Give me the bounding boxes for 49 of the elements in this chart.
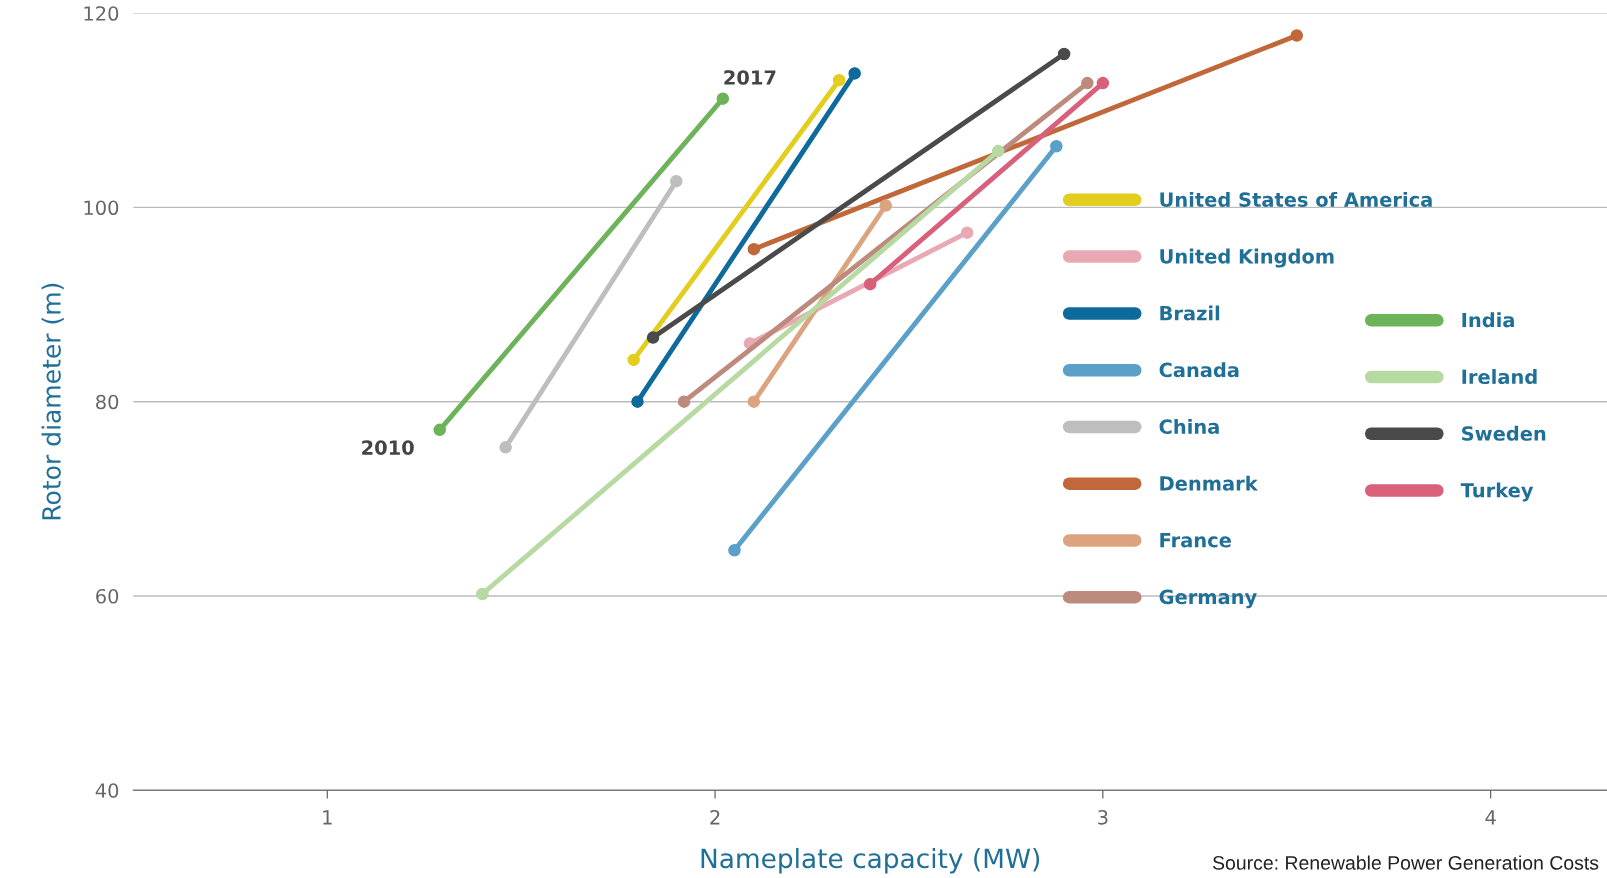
x-tick-label: 1 bbox=[323, 810, 332, 825]
legend-label: France bbox=[1160, 533, 1231, 548]
point bbox=[476, 587, 489, 601]
legend-label: Ireland bbox=[1462, 369, 1537, 385]
point bbox=[728, 544, 741, 557]
legend-label: India bbox=[1462, 312, 1514, 328]
point bbox=[1050, 139, 1063, 153]
point bbox=[747, 395, 761, 408]
x-tick-label: 4 bbox=[1485, 810, 1496, 825]
point bbox=[863, 277, 877, 291]
point bbox=[631, 395, 644, 408]
point bbox=[1096, 76, 1110, 90]
source-note: Source: Renewable Power Generation Costs bbox=[1212, 855, 1599, 870]
y-axis-title: Rotor diameter (m) bbox=[41, 283, 64, 520]
point bbox=[879, 199, 892, 212]
legend-label: United Kingdom bbox=[1160, 248, 1334, 268]
x-tick-label: 2 bbox=[710, 809, 720, 825]
point bbox=[1081, 76, 1094, 90]
x-axis-title: Nameplate capacity (MW) bbox=[701, 847, 1040, 874]
point bbox=[646, 331, 660, 344]
annotation: 2010 bbox=[362, 440, 414, 455]
y-tick-label: 100 bbox=[84, 200, 119, 216]
point bbox=[1290, 29, 1304, 42]
y-tick-label: 120 bbox=[84, 6, 119, 21]
point bbox=[499, 441, 512, 454]
point bbox=[677, 395, 691, 408]
point bbox=[960, 226, 974, 239]
legend-label: Turkey bbox=[1460, 482, 1534, 502]
point bbox=[627, 353, 640, 367]
y-tick-label: 80 bbox=[96, 394, 119, 410]
point bbox=[1057, 47, 1071, 61]
legend-label: Germany bbox=[1159, 589, 1257, 609]
y-tick-label: 40 bbox=[95, 783, 119, 798]
y-tick-label: 60 bbox=[96, 588, 119, 604]
legend-label: Brazil bbox=[1160, 305, 1220, 321]
point bbox=[670, 174, 683, 188]
legend-label: Sweden bbox=[1462, 425, 1546, 441]
annotation: 2017 bbox=[724, 70, 776, 85]
legend-label: China bbox=[1159, 418, 1219, 435]
point bbox=[433, 423, 446, 437]
point bbox=[848, 67, 861, 80]
legend-label: United States of America bbox=[1160, 191, 1432, 207]
point bbox=[991, 144, 1005, 158]
x-tick-label: 3 bbox=[1098, 809, 1108, 825]
point bbox=[832, 73, 846, 87]
legend-label: Canada bbox=[1159, 362, 1239, 378]
point bbox=[716, 92, 730, 105]
point bbox=[747, 242, 761, 256]
legend-label: Denmark bbox=[1160, 475, 1259, 491]
